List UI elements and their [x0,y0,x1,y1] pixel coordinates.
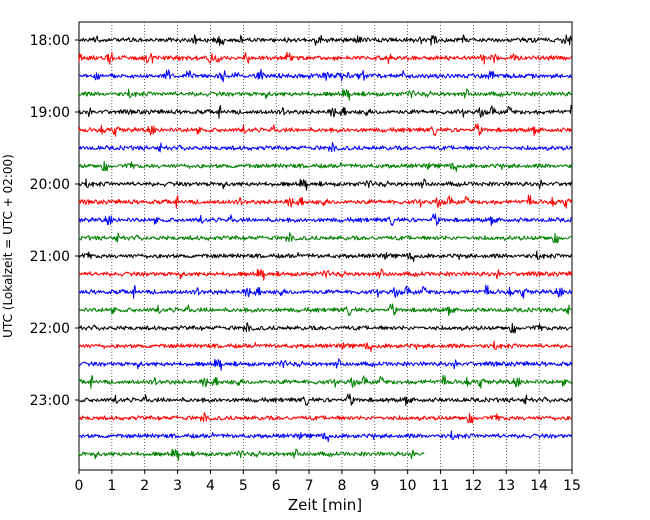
trace-line [78,340,572,353]
grid-lines [111,22,540,470]
trace-line [78,51,573,65]
trace-line [78,250,572,263]
trace-line [78,284,573,299]
trace-line [78,303,572,317]
trace-line [78,123,573,137]
x-axis-label: Zeit [min] [288,496,362,514]
x-tick-label: 15 [563,478,581,494]
x-tick-label: 12 [464,478,482,494]
y-tick-label: 20:00 [30,177,70,193]
x-tick-label: 1 [107,478,116,494]
trace-line [78,88,573,101]
trace-line [78,268,573,281]
x-tick-label: 5 [239,478,248,494]
trace-line [78,213,573,227]
trace-line [78,393,572,407]
trace-line [78,34,573,46]
trace-line [79,160,573,173]
x-tick-label: 3 [173,478,182,494]
x-tick-label: 9 [370,478,379,494]
trace-line [78,430,573,443]
trace-line [78,178,573,191]
y-axis: 18:00 19:00 20:00 21:00 22:00 23:00 [30,33,79,409]
plot-frame [78,21,573,471]
y-tick-label: 18:00 [30,33,70,49]
trace-line [78,322,573,334]
trace-line [78,232,572,244]
y-tick-label: 22:00 [30,321,70,337]
trace-line [78,68,573,83]
x-tick-label: 10 [399,478,417,494]
x-tick-label: 11 [432,478,450,494]
trace-line [78,194,573,209]
x-tick-label: 13 [497,478,515,494]
y-axis-label: UTC (Lokalzeit = UTC + 02:00) [1,154,15,338]
trace-line [78,412,573,424]
x-tick-label: 2 [140,478,149,494]
y-tick-label: 21:00 [30,249,70,265]
trace-line [78,104,573,119]
x-tick-label: 8 [337,478,346,494]
y-tick-label: 19:00 [30,105,70,121]
x-axis: 0 1 2 3 4 5 6 7 8 9 10 11 12 13 14 15 [75,470,581,494]
y-tick-label: 23:00 [30,393,70,409]
x-tick-label: 0 [75,478,84,494]
x-tick-label: 6 [272,478,281,494]
trace-group [78,34,573,461]
x-tick-label: 14 [530,478,548,494]
trace-line [78,142,573,153]
x-tick-label: 4 [206,478,215,494]
trace-line [78,374,573,389]
x-tick-label: 7 [305,478,314,494]
trace-line [78,448,425,461]
trace-line [78,358,573,371]
